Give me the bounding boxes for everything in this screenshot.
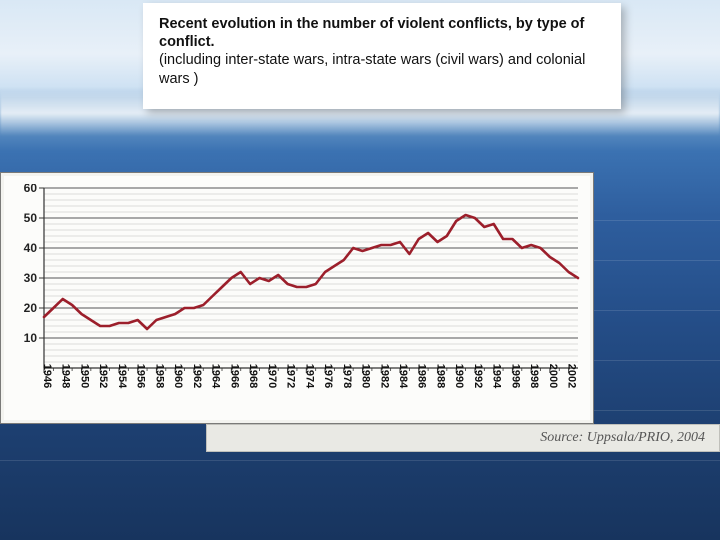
svg-text:1994: 1994 [491, 364, 503, 389]
svg-text:10: 10 [24, 331, 38, 345]
svg-text:1980: 1980 [360, 364, 372, 388]
title-box: Recent evolution in the number of violen… [143, 3, 621, 109]
svg-text:1978: 1978 [341, 364, 353, 388]
svg-text:1992: 1992 [472, 364, 484, 388]
svg-text:1982: 1982 [378, 364, 390, 388]
svg-text:1966: 1966 [228, 364, 240, 388]
svg-text:20: 20 [24, 301, 38, 315]
svg-text:1996: 1996 [509, 364, 521, 388]
svg-text:1956: 1956 [135, 364, 147, 388]
svg-text:1968: 1968 [247, 364, 259, 388]
svg-text:1958: 1958 [153, 364, 165, 388]
title-line2: (including inter-state wars, intra-state… [159, 51, 605, 89]
svg-text:30: 30 [24, 271, 38, 285]
svg-text:1952: 1952 [97, 364, 109, 388]
slide-background: Recent evolution in the number of violen… [0, 0, 720, 540]
svg-text:1972: 1972 [285, 364, 297, 388]
svg-text:1962: 1962 [191, 364, 203, 388]
svg-text:60: 60 [24, 184, 38, 195]
svg-text:1950: 1950 [78, 364, 90, 388]
source-bar: Source: Uppsala/PRIO, 2004 [206, 424, 720, 452]
svg-text:1964: 1964 [210, 364, 222, 389]
svg-text:1998: 1998 [528, 364, 540, 388]
svg-text:1990: 1990 [453, 364, 465, 388]
source-text: Source: Uppsala/PRIO, 2004 [540, 430, 705, 445]
svg-text:2000: 2000 [547, 364, 559, 388]
svg-text:1954: 1954 [116, 364, 128, 389]
chart-panel: 10 20 30 40 50 60 1946 1948 1950 1952 1954 1956 1958… [0, 172, 594, 424]
title-line1: Recent evolution in the number of violen… [159, 15, 605, 51]
svg-text:1960: 1960 [172, 364, 184, 388]
chart-inner: 10 20 30 40 50 60 1946 1948 1950 1952 1954 1956 1958… [4, 176, 590, 420]
svg-text:50: 50 [24, 211, 38, 225]
line-chart: 10 20 30 40 50 60 1946 1948 1950 1952 1954 1956 1958… [12, 184, 586, 416]
svg-text:1984: 1984 [397, 364, 409, 389]
svg-text:1948: 1948 [60, 364, 72, 388]
svg-text:1970: 1970 [266, 364, 278, 388]
svg-text:1946: 1946 [41, 364, 53, 388]
svg-text:1974: 1974 [303, 364, 315, 389]
svg-text:40: 40 [24, 241, 38, 255]
svg-text:1988: 1988 [434, 364, 446, 388]
svg-text:1976: 1976 [322, 364, 334, 388]
svg-text:1986: 1986 [416, 364, 428, 388]
svg-text:2002: 2002 [566, 364, 578, 388]
